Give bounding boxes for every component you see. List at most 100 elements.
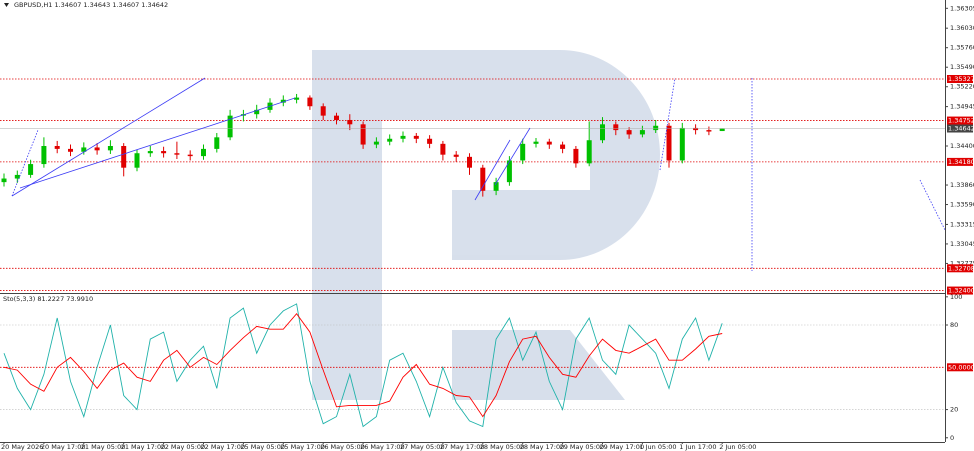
x-tick-label: 28 May 17:00 [520,443,565,451]
candle-body [254,109,260,115]
y-tick-label: 1.36030 [950,24,974,32]
chart-title: GBPUSD,H1 1.34607 1.34643 1.34607 1.3464… [14,1,168,9]
candle-body [360,124,366,145]
stochastic-line [3,312,723,418]
x-tick-label: 29 May 05:00 [560,443,605,451]
level-label: 1.34180 [948,158,974,166]
x-tick-label: 22 May 05:00 [161,443,206,451]
x-tick-label: 27 May 17:00 [440,443,485,451]
candle-body [1,178,7,183]
candle-body [440,143,446,155]
candle-body [347,119,353,125]
y-tick-label: 1.32775 [950,259,974,267]
candle-body [693,127,699,131]
y-tick-label: 0 [950,434,954,442]
candle-body [520,143,526,161]
candle-body [719,128,725,132]
candle-body [679,127,685,161]
y-tick-label: 1.33045 [950,240,974,248]
drawings [11,77,946,271]
level-label-box [947,264,973,273]
x-tick-label: 29 May 17:00 [600,443,645,451]
level-label: 50.0000 [948,363,974,371]
trend-line [494,127,531,186]
candle-body [121,146,127,168]
y-tick-label: 1.33860 [950,181,974,189]
candle-body [373,141,379,145]
watermark [312,50,660,400]
candle-body [227,115,233,138]
x-tick-label: 25 May 05:00 [240,443,285,451]
candle-body [54,146,60,149]
y-tick-label: 1.34400 [950,142,974,150]
candle-body [400,135,406,139]
candle-body [187,154,193,157]
candle-body [334,115,339,120]
y-tick-label: 20 [950,406,958,414]
trend-line [474,139,511,201]
indicator-title: Sto(5,3,3) 81.2227 73.9910 [3,295,93,303]
x-tick-label: 1 Jun 05:00 [639,443,676,451]
candle-body [560,144,566,149]
candle-body [546,141,552,145]
candle-body [214,137,220,149]
level-label: 1.34752 [948,117,974,125]
candle-body [626,130,632,135]
candle-body [134,153,140,168]
menu-arrow[interactable] [4,3,9,7]
candle-body [506,160,512,183]
candle-body [427,138,433,144]
x-tick-label: 26 May 17:00 [360,443,405,451]
level-label-box [947,116,973,125]
candle-body [81,147,87,152]
x-tick-label: 20 May 2026 [1,443,43,451]
candle-body [68,148,73,152]
candle-body [573,148,579,164]
candle-body [613,124,619,131]
y-tick-label: 100 [950,293,962,301]
level-label-box [947,286,973,295]
x-tick-label: 27 May 05:00 [400,443,445,451]
x-tick-label: 21 May 05:00 [81,443,126,451]
y-tick-label: 1.35760 [950,44,974,52]
candle-body [480,167,486,191]
y-tick-label: 1.35220 [950,83,974,91]
candle-body [161,151,167,154]
level-label: 1.32708 [948,264,974,272]
candle-body [41,146,47,165]
candle-body [666,125,672,161]
x-tick-label: 26 May 05:00 [320,443,365,451]
y-tick-label: 1.34945 [950,103,974,111]
price-label: 1.34642 [948,125,974,133]
candle-body [453,154,459,157]
x-tick-label: 25 May 17:00 [280,443,325,451]
candle-body [653,125,659,131]
y-tick-label: 1.36305 [950,4,974,12]
forecast-line [659,77,676,171]
x-tick-label: 2 Jun 05:00 [719,443,756,451]
frame [0,0,946,443]
candle-body [586,140,592,164]
trend-line [11,77,206,197]
y-tick-label: 1.35490 [950,63,974,71]
level-label-box [947,74,973,83]
candle-body [706,130,712,132]
x-tick-label: 1 Jun 17:00 [679,443,716,451]
price-label-box [947,124,973,133]
candle-body [174,153,180,155]
x-tick-label: 20 May 17:00 [41,443,86,451]
candle-body [493,182,499,191]
candle-body [387,138,393,142]
level-label-box [947,157,973,166]
x-tick-label: 21 May 17:00 [121,443,166,451]
candle-body [280,99,286,103]
stochastic-line [3,303,723,428]
candle-body [107,146,113,151]
y-tick-label: 80 [950,321,958,329]
candle-body [201,148,206,157]
level-label: 1.32400 [948,287,974,295]
candle-body [320,106,326,116]
plots: 1.36305 1.36030 1.35760 1.35490 1.35220 1.349… [0,4,974,451]
level-label: 1.35327 [948,75,974,83]
candle-body [94,147,100,151]
